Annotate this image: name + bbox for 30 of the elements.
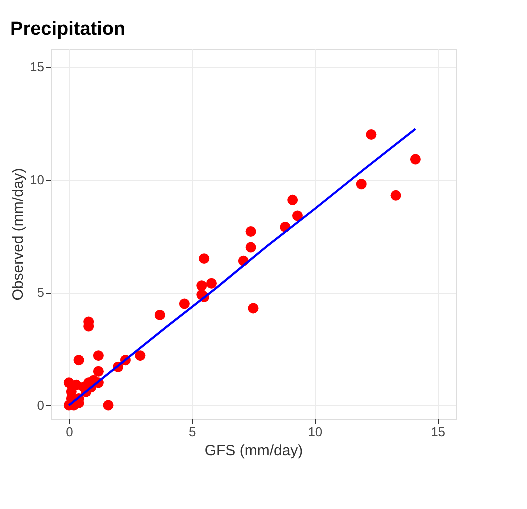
y-tick-label: 15 (30, 60, 44, 75)
x-tick-label: 10 (308, 424, 323, 440)
chart-title: Precipitation (10, 19, 126, 40)
y-tick-label: 10 (30, 172, 44, 188)
point (199, 254, 210, 264)
point (288, 194, 298, 206)
point (196, 280, 208, 292)
point (206, 278, 217, 289)
x-axis-title: GFS (mm/day) (204, 442, 304, 460)
point (135, 350, 146, 362)
point (93, 350, 104, 362)
y-tick-label: 0 (37, 398, 44, 413)
point (390, 190, 402, 201)
point (246, 226, 256, 237)
point (366, 130, 377, 140)
point (93, 366, 104, 377)
point (292, 210, 303, 222)
point (154, 310, 166, 320)
y-tick-label: 5 (37, 285, 44, 300)
point (179, 298, 190, 310)
x-tick-label: 5 (188, 424, 196, 440)
point (356, 179, 367, 190)
point (246, 242, 256, 253)
point (410, 154, 421, 165)
x-tick-label: 0 (66, 424, 74, 440)
point (103, 400, 114, 411)
point (74, 355, 84, 366)
x-tick-label: 15 (431, 424, 446, 440)
y-axis-title: Observed (mm/day) (10, 168, 28, 301)
point (248, 303, 259, 314)
